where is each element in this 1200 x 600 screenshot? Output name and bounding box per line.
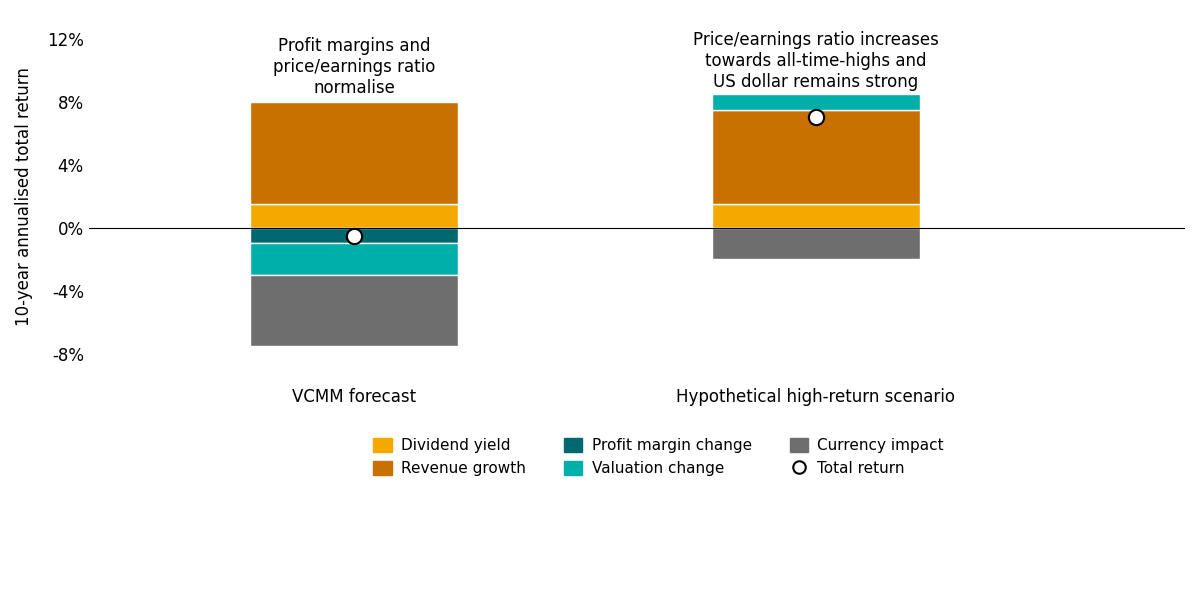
Text: Profit margins and
price/earnings ratio
normalise: Profit margins and price/earnings ratio … — [272, 37, 436, 97]
Y-axis label: 10-year annualised total return: 10-year annualised total return — [14, 67, 34, 326]
Bar — [712, 94, 919, 110]
Bar — [712, 110, 919, 204]
Bar — [250, 227, 458, 244]
Bar — [250, 275, 458, 346]
Text: Price/earnings ratio increases
towards all-time-highs and
US dollar remains stro: Price/earnings ratio increases towards a… — [692, 31, 938, 91]
Text: VCMM forecast: VCMM forecast — [292, 388, 416, 406]
Bar — [250, 101, 458, 204]
Bar — [250, 204, 458, 227]
Bar — [712, 227, 919, 259]
Bar — [250, 244, 458, 275]
Text: Hypothetical high-return scenario: Hypothetical high-return scenario — [676, 388, 955, 406]
Legend: Dividend yield, Revenue growth, Profit margin change, Valuation change, Currency: Dividend yield, Revenue growth, Profit m… — [367, 432, 950, 482]
Bar — [712, 204, 919, 227]
